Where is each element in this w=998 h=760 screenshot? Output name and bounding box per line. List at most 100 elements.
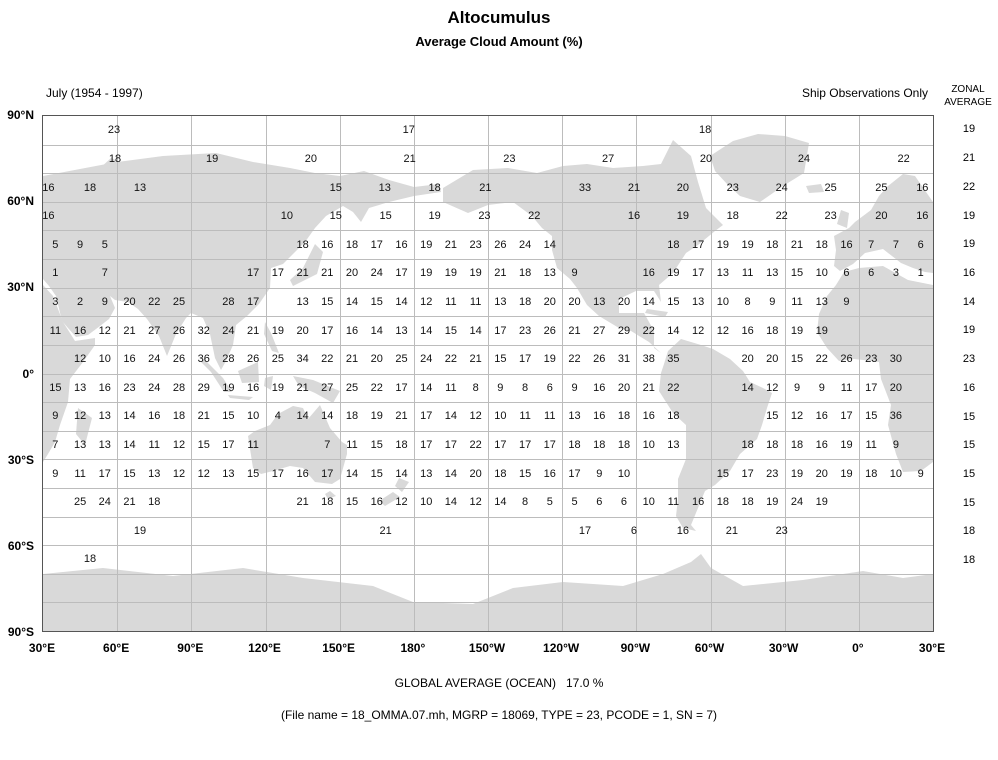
- grid-value: 13: [593, 295, 606, 308]
- zonal-average-value: 23: [962, 353, 976, 366]
- grid-value: 14: [494, 496, 507, 509]
- lon-label: 120°E: [248, 641, 281, 655]
- grid-value: 15: [790, 353, 804, 366]
- grid-value: 13: [716, 267, 729, 280]
- grid-value: 16: [692, 496, 705, 509]
- grid-value: 4: [274, 410, 281, 423]
- grid-value: 18: [741, 439, 754, 452]
- grid-value: 14: [345, 295, 359, 308]
- grid-line-h: [43, 144, 933, 146]
- grid-value: 12: [420, 295, 433, 308]
- grid-value: 12: [692, 324, 705, 337]
- grid-value: 20: [699, 152, 713, 165]
- grid-value: 12: [469, 496, 482, 509]
- grid-value: 21: [790, 238, 804, 251]
- grid-value: 25: [271, 353, 284, 366]
- grid-value: 18: [345, 410, 359, 423]
- grid-value: 9: [769, 295, 776, 308]
- grid-value: 23: [123, 381, 136, 394]
- grid-value: 14: [321, 410, 334, 423]
- zonal-average-value: 16: [962, 266, 976, 279]
- grid-value: 18: [428, 181, 441, 194]
- grid-value: 21: [296, 381, 309, 394]
- grid-value: 23: [478, 210, 491, 223]
- grid-value: 11: [840, 381, 853, 394]
- grid-value: 18: [345, 238, 359, 251]
- chart-subtitle: Average Cloud Amount (%): [415, 34, 583, 49]
- grid-value: 15: [494, 353, 507, 366]
- grid-value: 17: [222, 439, 235, 452]
- grid-value: 18: [766, 439, 779, 452]
- grid-value: 19: [428, 210, 441, 223]
- grid-value: 12: [197, 467, 210, 480]
- grid-value: 17: [543, 439, 556, 452]
- zonal-average-value: 19: [962, 209, 976, 222]
- longitude-axis: 30°E 60°E 90°E 120°E 150°E 180° 150°W 120°W 90°W…: [29, 631, 945, 657]
- lat-label: 0°: [22, 366, 34, 381]
- lon-label: 60°E: [103, 641, 130, 655]
- grid-value: 24: [420, 353, 433, 366]
- grid-value: 19: [205, 152, 219, 165]
- grid-value: 28: [222, 295, 235, 308]
- grid-value: 35: [667, 353, 680, 366]
- grid-value: 13: [98, 410, 111, 423]
- landmass-iceland: [806, 184, 824, 193]
- grid-value: 16: [42, 210, 55, 223]
- grid-value: 9: [77, 238, 84, 251]
- grid-value: 16: [815, 410, 828, 423]
- grid-value: 31: [617, 353, 631, 366]
- grid-value: 10: [420, 496, 433, 509]
- grid-value: 9: [818, 381, 825, 394]
- grid-value: 15: [716, 467, 729, 480]
- grid-value: 18: [83, 181, 97, 194]
- grid-value: 27: [593, 324, 606, 337]
- grid-value: 17: [271, 267, 284, 280]
- grid-value: 19: [420, 267, 433, 280]
- grid-value: 18: [108, 152, 122, 165]
- grid-value: 9: [917, 467, 924, 480]
- grid-value: 16: [593, 410, 606, 423]
- grid-value: 13: [815, 295, 828, 308]
- landmass-europe: [834, 174, 933, 273]
- grid-value: 19: [133, 524, 147, 537]
- grid-value: 16: [916, 210, 929, 223]
- grid-value: 22: [642, 324, 655, 337]
- grid-value: 21: [123, 496, 136, 509]
- grid-value: 27: [148, 324, 161, 337]
- landmass-eurasia: [43, 153, 441, 370]
- grid-value: 14: [395, 467, 408, 480]
- grid-value: 11: [741, 267, 754, 280]
- grid-value: 6: [917, 238, 924, 251]
- grid-value: 15: [345, 496, 359, 509]
- grid-line-h: [43, 545, 933, 547]
- grid-value: 13: [692, 295, 705, 308]
- grid-value: 1: [52, 267, 59, 280]
- grid-value: 14: [444, 410, 457, 423]
- grid-value: 13: [543, 267, 556, 280]
- grid-value: 14: [395, 295, 408, 308]
- grid-value: 12: [716, 324, 729, 337]
- grid-value: 2: [77, 295, 84, 308]
- grid-value: 18: [790, 439, 804, 452]
- grid-line-h: [43, 201, 933, 203]
- lat-label: 30°S: [7, 452, 34, 467]
- grid-value: 19: [271, 324, 284, 337]
- grid-value: 16: [642, 410, 655, 423]
- grid-value: 20: [304, 152, 317, 165]
- grid-value: 19: [716, 238, 729, 251]
- grid-value: 15: [321, 295, 334, 308]
- grid-value: 26: [494, 238, 507, 251]
- grid-value: 23: [518, 324, 532, 337]
- grid-value: 16: [247, 381, 260, 394]
- grid-value: 9: [793, 381, 801, 394]
- grid-value: 12: [395, 496, 408, 509]
- grid-value: 26: [172, 324, 186, 337]
- grid-value: 15: [329, 210, 342, 223]
- grid-value: 22: [321, 353, 334, 366]
- grid-value: 16: [98, 381, 111, 394]
- grid-value: 15: [49, 381, 62, 394]
- grid-value: 6: [630, 524, 638, 537]
- grid-value: 16: [815, 439, 828, 452]
- grid-value: 21: [296, 496, 309, 509]
- landmass-british-isles: [837, 210, 849, 228]
